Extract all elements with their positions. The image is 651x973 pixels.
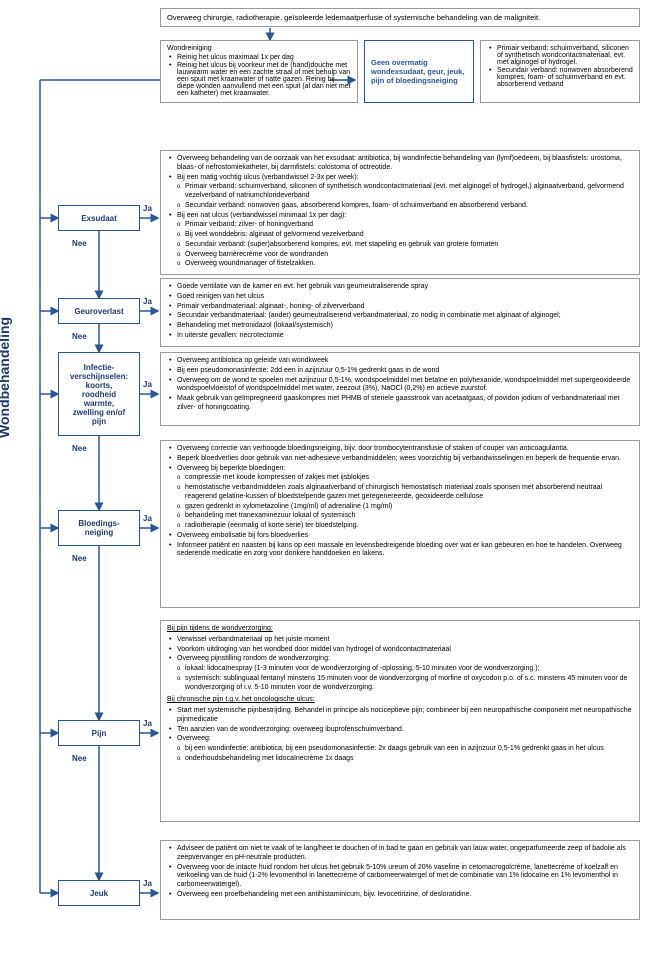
list-item: Ten aanzien van de wondverzorging: overw… bbox=[167, 726, 633, 735]
sublist-item: radiotherapie (eenmalig of korte serie) … bbox=[175, 522, 633, 531]
list-item: Beperk bloedverlies door gebruik van nie… bbox=[167, 455, 633, 464]
list-item: Overweeg correctie van verhoogde bloedin… bbox=[167, 445, 633, 454]
sublist-item: Overweeg woundmanager of fistelzakken. bbox=[175, 260, 633, 269]
content-jeuk: Adviseer de patiënt om niet te vaak of t… bbox=[160, 840, 640, 920]
nee-label: Nee bbox=[72, 332, 87, 341]
list-item: Verwissel verbandmateriaal op het juiste… bbox=[167, 636, 633, 645]
ja-label: Ja bbox=[143, 204, 152, 213]
decision-bloeding: Bloedings- neiging bbox=[58, 510, 140, 546]
content-exsudaat: Overweeg behandeling van de oorzaak van … bbox=[160, 150, 640, 275]
decision-infectie: Infectie- verschijnselen: koorts, roodhe… bbox=[58, 352, 140, 436]
list-item: Overweeg behandeling van de oorzaak van … bbox=[167, 155, 633, 173]
decision-jeuk: Jeuk bbox=[58, 880, 140, 906]
nee-label: Nee bbox=[72, 239, 87, 248]
second-row: Wondreiniging Reinig het ulcus maximaal … bbox=[160, 40, 640, 103]
subtitle: Bij pijn tijdens de wondverzorging: bbox=[167, 625, 633, 634]
list-item: Overweeg voor de intacte huid rondom het… bbox=[167, 864, 633, 890]
list-item: Overweeg embolisatie bij fors bloedverli… bbox=[167, 532, 633, 541]
wound-item: Reinig het ulcus maximaal 1x per dag bbox=[167, 54, 351, 61]
dressing-box: Primair verband: schuimverband, silicone… bbox=[480, 40, 640, 103]
nee-label: Nee bbox=[72, 754, 87, 763]
list-item: Bij een nat ulcus (verbandwissel minimaa… bbox=[167, 212, 633, 221]
list-item: Overweeg een proefbehandeling met een an… bbox=[167, 891, 633, 900]
sublist-item: behandeling met tranexaminezuur lokaal o… bbox=[175, 512, 633, 521]
sublist-item: lokaal: lidocaïnespray (1-3 minuten voor… bbox=[175, 665, 633, 674]
list-item: Overweeg: bbox=[167, 735, 633, 744]
list-item: Voorkom uitdroging van het wondbed door … bbox=[167, 646, 633, 655]
decision-exsudaat: Exsudaat bbox=[58, 205, 140, 231]
list-item: Start met systemische pijnbestrijding. B… bbox=[167, 707, 633, 725]
wound-title: Wondreiniging bbox=[167, 45, 351, 52]
subtitle: Bij chronische pijn t.g.v. het oncologis… bbox=[167, 696, 633, 705]
sublist-item: Bij veel wonddebris: alginaat of gelvorm… bbox=[175, 231, 633, 240]
sublist-item: gazen gedrenkt in xylometazoline (1mg/ml… bbox=[175, 503, 633, 512]
primary-item: Secundair verband: nonwoven absorberend … bbox=[487, 67, 633, 88]
content-pijn: Bij pijn tijdens de wondverzorging: Verwi… bbox=[160, 620, 640, 822]
list-item: Overweeg pijnstilling rondom de wondverz… bbox=[167, 655, 633, 664]
wound-cleaning-box: Wondreiniging Reinig het ulcus maximaal … bbox=[160, 40, 358, 103]
list-item: Goed reinigen van het ulcus bbox=[167, 293, 633, 302]
section-title: Wondbehandeling bbox=[0, 317, 12, 438]
list-item: Adviseer de patiënt om niet te vaak of t… bbox=[167, 845, 633, 863]
sublist-item: Primair verband: zilver- of honingverban… bbox=[175, 221, 633, 230]
list-item: Behandeling met metronidazol (lokaal/sys… bbox=[167, 322, 633, 331]
ja-label: Ja bbox=[143, 297, 152, 306]
nee-label: Nee bbox=[72, 444, 87, 453]
sublist-item: systemisch: sublinguaal fentanyl minsten… bbox=[175, 675, 633, 693]
content-bloeding: Overweeg correctie van verhoogde bloedin… bbox=[160, 440, 640, 608]
sublist-item: Primair verband: schuimverband, silicone… bbox=[175, 183, 633, 201]
decision-pijn: Pijn bbox=[58, 720, 140, 746]
list-item: Informeer patiënt en naasten bij kans op… bbox=[167, 542, 633, 560]
ja-label: Ja bbox=[143, 879, 152, 888]
consider-box: Overweeg chirurgie, radiotherapie, geïso… bbox=[160, 8, 640, 27]
list-item: Overweeg bij beperkte bloedingen: bbox=[167, 465, 633, 474]
sublist-item: Secundair verband: (super)absorberend ko… bbox=[175, 241, 633, 250]
content-infectie: Overweeg antibiotica op geleide van wond… bbox=[160, 352, 640, 426]
list-item: Primair verbandmateriaal: alginaat-, hon… bbox=[167, 303, 633, 312]
content-geur: Goede ventilatie van de kamer en evt. he… bbox=[160, 278, 640, 347]
sublist-item: Secundair verband: nonwoven gaas, absorb… bbox=[175, 202, 633, 211]
wound-item: Reinig het ulcus bij voorkeur met de (ha… bbox=[167, 62, 351, 97]
sublist-item: compressie met koude kompressen of zakje… bbox=[175, 474, 633, 483]
ja-label: Ja bbox=[143, 719, 152, 728]
list-item: Secundair verbandmateriaal: (ander) geur… bbox=[167, 312, 633, 321]
list-item: Goede ventilatie van de kamer en evt. he… bbox=[167, 283, 633, 292]
nee-label: Nee bbox=[72, 554, 87, 563]
sublist-item: hemostatische verbandmiddelen zoals algi… bbox=[175, 484, 633, 502]
sublist-item: bij een wondinfectie: antibiotica; bij e… bbox=[175, 745, 633, 754]
primary-item: Primair verband: schuimverband, silicone… bbox=[487, 45, 633, 66]
list-item: Bij een pseudomonasinfectie: 2dd een in … bbox=[167, 367, 633, 376]
no-excessive-box: Geen overmatig wondexsudaat, geur, jeuk,… bbox=[364, 40, 474, 103]
sublist-item: Overweeg barrièrecrème voor de wondrande… bbox=[175, 251, 633, 260]
ja-label: Ja bbox=[143, 514, 152, 523]
sublist-item: onderhoudsbehandeling met lidocaïnecrème… bbox=[175, 755, 633, 764]
decision-geur: Geuroverlast bbox=[58, 298, 140, 324]
wound-list: Reinig het ulcus maximaal 1x per dag Rei… bbox=[167, 54, 351, 97]
list-item: Bij een matig vochtig ulcus (verbandwiss… bbox=[167, 174, 633, 183]
list-item: Overweeg om de wond te spoelen met azijn… bbox=[167, 377, 633, 395]
list-item: Maak gebruik van geïmpregneerd gaaskompr… bbox=[167, 395, 633, 413]
list-item: In uiterste gevallen: necrotectomie bbox=[167, 332, 633, 341]
flowchart-container: Wondbehandeling Overweeg chirurgie, radi… bbox=[0, 0, 651, 973]
list-item: Overweeg antibiotica op geleide van wond… bbox=[167, 357, 633, 366]
ja-label: Ja bbox=[143, 380, 152, 389]
